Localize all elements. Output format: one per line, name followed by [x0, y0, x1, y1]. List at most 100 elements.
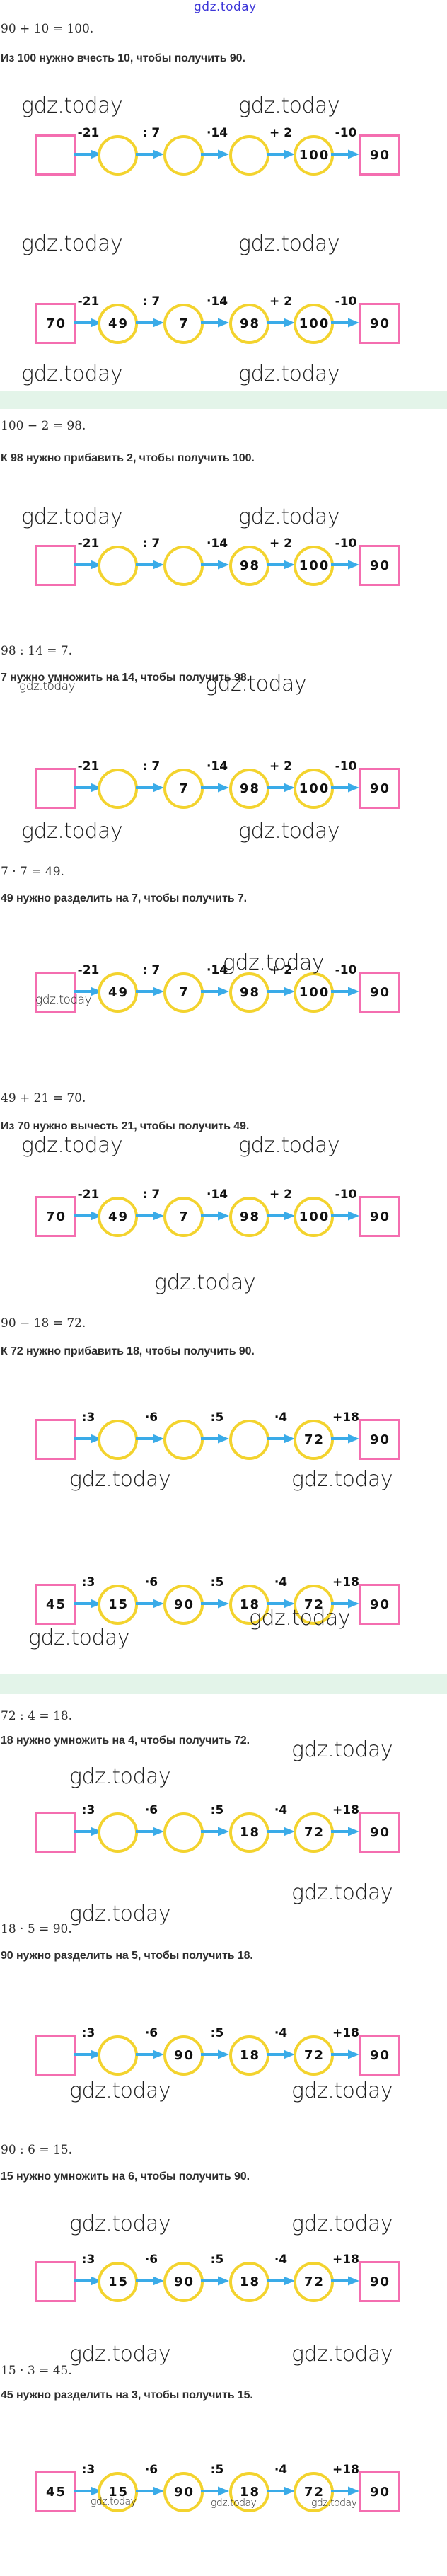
arrow-icon	[331, 318, 359, 328]
arrow-icon	[201, 987, 229, 996]
operation-label: ·6	[144, 2253, 158, 2267]
arrow-icon	[331, 1827, 359, 1836]
operation-label: :5	[210, 1575, 224, 1589]
operation-label: ·14	[206, 963, 228, 977]
chain-circle: 100	[294, 304, 334, 344]
arrow-icon	[267, 987, 295, 996]
watermark-text: gdz.today	[21, 93, 123, 118]
watermark-text: gdz.today	[69, 2212, 171, 2236]
arrow-icon	[267, 318, 295, 328]
arrow-icon	[74, 783, 102, 793]
chain-circle: 100	[294, 769, 334, 809]
operation-label: :3	[81, 2253, 95, 2267]
arrow-icon	[201, 560, 229, 570]
watermark-text: gdz.today	[238, 505, 340, 529]
circle-value: 18	[239, 1825, 261, 1840]
chain-circle: 100	[294, 135, 334, 176]
arrow-icon	[267, 2049, 295, 2059]
operation-label: : 7	[142, 963, 161, 977]
explanation-line: 49 нужно разделить на 7, чтобы получить …	[1, 892, 247, 904]
equation-line: 100 − 2 = 98.	[1, 419, 86, 433]
circle-value: 90	[173, 1597, 195, 1612]
circle-value: 98	[239, 558, 261, 573]
chain-circle: 98	[229, 972, 269, 1013]
watermark-text: gdz.today	[249, 1606, 351, 1631]
end-square: 90	[359, 134, 400, 176]
operation-label: -21	[77, 294, 100, 309]
arrow-icon	[136, 1434, 164, 1444]
start-square: 70	[35, 303, 76, 344]
end-square: 90	[359, 1584, 400, 1625]
operation-label: :5	[210, 2026, 224, 2040]
circle-value: 72	[303, 2485, 325, 2500]
operation-label: + 2	[269, 536, 292, 551]
operation-label: + 2	[269, 759, 292, 774]
circle-value: 98	[239, 316, 261, 331]
circle-value: 15	[108, 1597, 129, 1612]
arrow-icon	[331, 1434, 359, 1444]
arrow-icon	[267, 2276, 295, 2286]
arrow-icon	[136, 318, 164, 328]
operation-label: ·6	[144, 1410, 158, 1425]
arrow-icon	[74, 2276, 102, 2286]
operation-label: ·14	[206, 126, 228, 140]
equation-line: 7 · 7 = 49.	[1, 865, 64, 879]
chain-circle: 90	[163, 1585, 204, 1625]
chain-circle: 49	[98, 972, 138, 1013]
arrow-icon	[136, 2276, 164, 2286]
operation-label: : 7	[142, 126, 161, 140]
watermark-text: gdz.today	[21, 362, 123, 386]
arrow-icon	[201, 783, 229, 793]
operation-label: ·4	[274, 2026, 288, 2040]
watermark-text: gdz.today	[291, 1467, 393, 1492]
circle-value: 7	[179, 1209, 190, 1224]
arrow-icon	[136, 1827, 164, 1836]
operation-label: ·4	[274, 1410, 288, 1425]
arrow-icon	[136, 1599, 164, 1609]
watermark-text: gdz.today	[69, 2342, 171, 2367]
circle-value: 100	[298, 1209, 330, 1224]
operation-label: -10	[335, 294, 357, 309]
circle-value: 98	[239, 1209, 261, 1224]
arrow-icon	[136, 2049, 164, 2059]
end-value: 90	[369, 1597, 391, 1612]
chain-circle: 100	[294, 1197, 334, 1237]
chain-circle: 98	[229, 304, 269, 344]
chain-circle: 7	[163, 972, 204, 1013]
circle-value: 98	[239, 781, 261, 796]
arrow-icon	[136, 783, 164, 793]
number-chain-diagram-11: :3 ·6 :5 ·4 +18 15 90 18 72 90	[0, 2254, 447, 2309]
circle-value: 49	[108, 1209, 129, 1224]
operation-label: ·6	[144, 1575, 158, 1589]
operation-label: : 7	[142, 536, 161, 551]
operation-label: ·4	[274, 1803, 288, 1817]
chain-circle: 72	[294, 2262, 334, 2302]
operation-label: :5	[210, 1803, 224, 1817]
chain-circle: 15	[98, 2262, 138, 2302]
end-square: 90	[359, 545, 400, 586]
arrow-icon	[74, 987, 102, 996]
chain-circle: 7	[163, 769, 204, 809]
arrow-icon	[74, 1827, 102, 1836]
operation-label: :3	[81, 1410, 95, 1425]
end-square: 90	[359, 972, 400, 1013]
circle-value: 72	[303, 1597, 325, 1612]
watermark-text: gdz.today	[291, 1737, 393, 1762]
circle-value: 49	[108, 985, 129, 1000]
explanation-line: 90 нужно разделить на 5, чтобы получить …	[1, 1950, 253, 1962]
end-value: 90	[369, 1209, 391, 1224]
operation-label: +18	[332, 1803, 359, 1817]
operation-label: -21	[77, 759, 100, 774]
chain-circle	[98, 1420, 138, 1460]
chain-circle	[163, 1812, 204, 1853]
chain-circle: 49	[98, 1197, 138, 1237]
arrow-icon	[331, 2486, 359, 2496]
arrow-icon	[331, 2049, 359, 2059]
end-square: 90	[359, 2035, 400, 2076]
circle-value: 15	[108, 2275, 129, 2289]
arrow-icon	[136, 560, 164, 570]
number-chain-diagram-2: -21 : 7 ·14 + 2 -10 70 49 7 98 100 90	[0, 296, 447, 351]
chain-circle: 18	[229, 2035, 269, 2076]
equation-line: 72 : 4 = 18.	[1, 1709, 73, 1723]
arrow-icon	[267, 149, 295, 159]
